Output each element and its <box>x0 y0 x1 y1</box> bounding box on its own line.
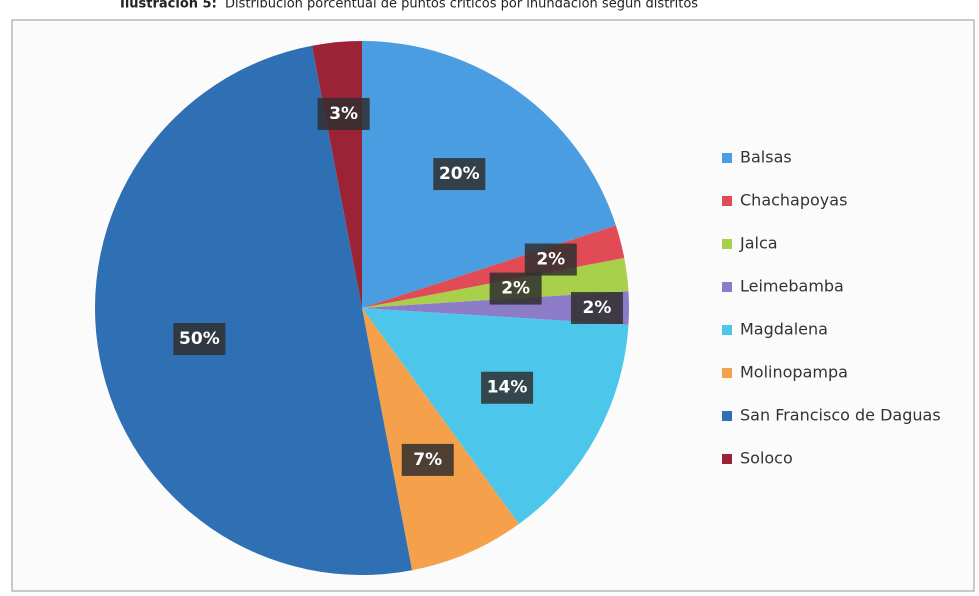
data-label: 2% <box>583 298 612 318</box>
data-label: 2% <box>536 250 565 270</box>
legend-swatch <box>722 454 732 464</box>
data-label-box <box>173 323 226 356</box>
data-label: 3% <box>329 104 358 124</box>
legend-label: Balsas <box>740 148 792 167</box>
data-label-box <box>433 158 486 191</box>
data-label: 7% <box>413 450 442 470</box>
data-label-box <box>489 272 542 305</box>
legend-swatch <box>722 282 732 292</box>
pie-slice <box>362 308 519 571</box>
data-label: 20% <box>439 164 480 184</box>
legend-label: Molinopampa <box>740 363 848 382</box>
data-label-box <box>317 97 370 130</box>
data-label: 50% <box>179 329 220 349</box>
pie-slice <box>362 41 616 308</box>
data-label: 2% <box>501 279 530 299</box>
legend-swatch <box>722 196 732 206</box>
data-label-box <box>524 243 577 276</box>
legend-swatch <box>722 368 732 378</box>
legend-label: Jalca <box>739 234 778 253</box>
legend-label: San Francisco de Daguas <box>740 406 941 425</box>
legend-swatch <box>722 153 732 163</box>
pie-slice <box>362 291 629 325</box>
legend-label: Leimebamba <box>740 277 844 296</box>
chart-title: Distribución porcentual de puntos crític… <box>225 0 698 12</box>
legend-swatch <box>722 325 732 335</box>
data-label: 14% <box>487 378 528 398</box>
data-label-box <box>570 292 623 324</box>
legend-label: Chachapoyas <box>740 191 847 210</box>
legend-label: Soloco <box>740 449 793 468</box>
data-label-box <box>401 443 454 476</box>
legend-swatch <box>722 411 732 421</box>
data-label-box <box>481 371 534 404</box>
pie-slice <box>95 45 413 575</box>
pie-slice <box>362 308 629 525</box>
chart-title-label: Ilustración 5: <box>120 0 217 12</box>
legend-label: Magdalena <box>740 320 828 339</box>
legend-swatch <box>722 239 732 249</box>
